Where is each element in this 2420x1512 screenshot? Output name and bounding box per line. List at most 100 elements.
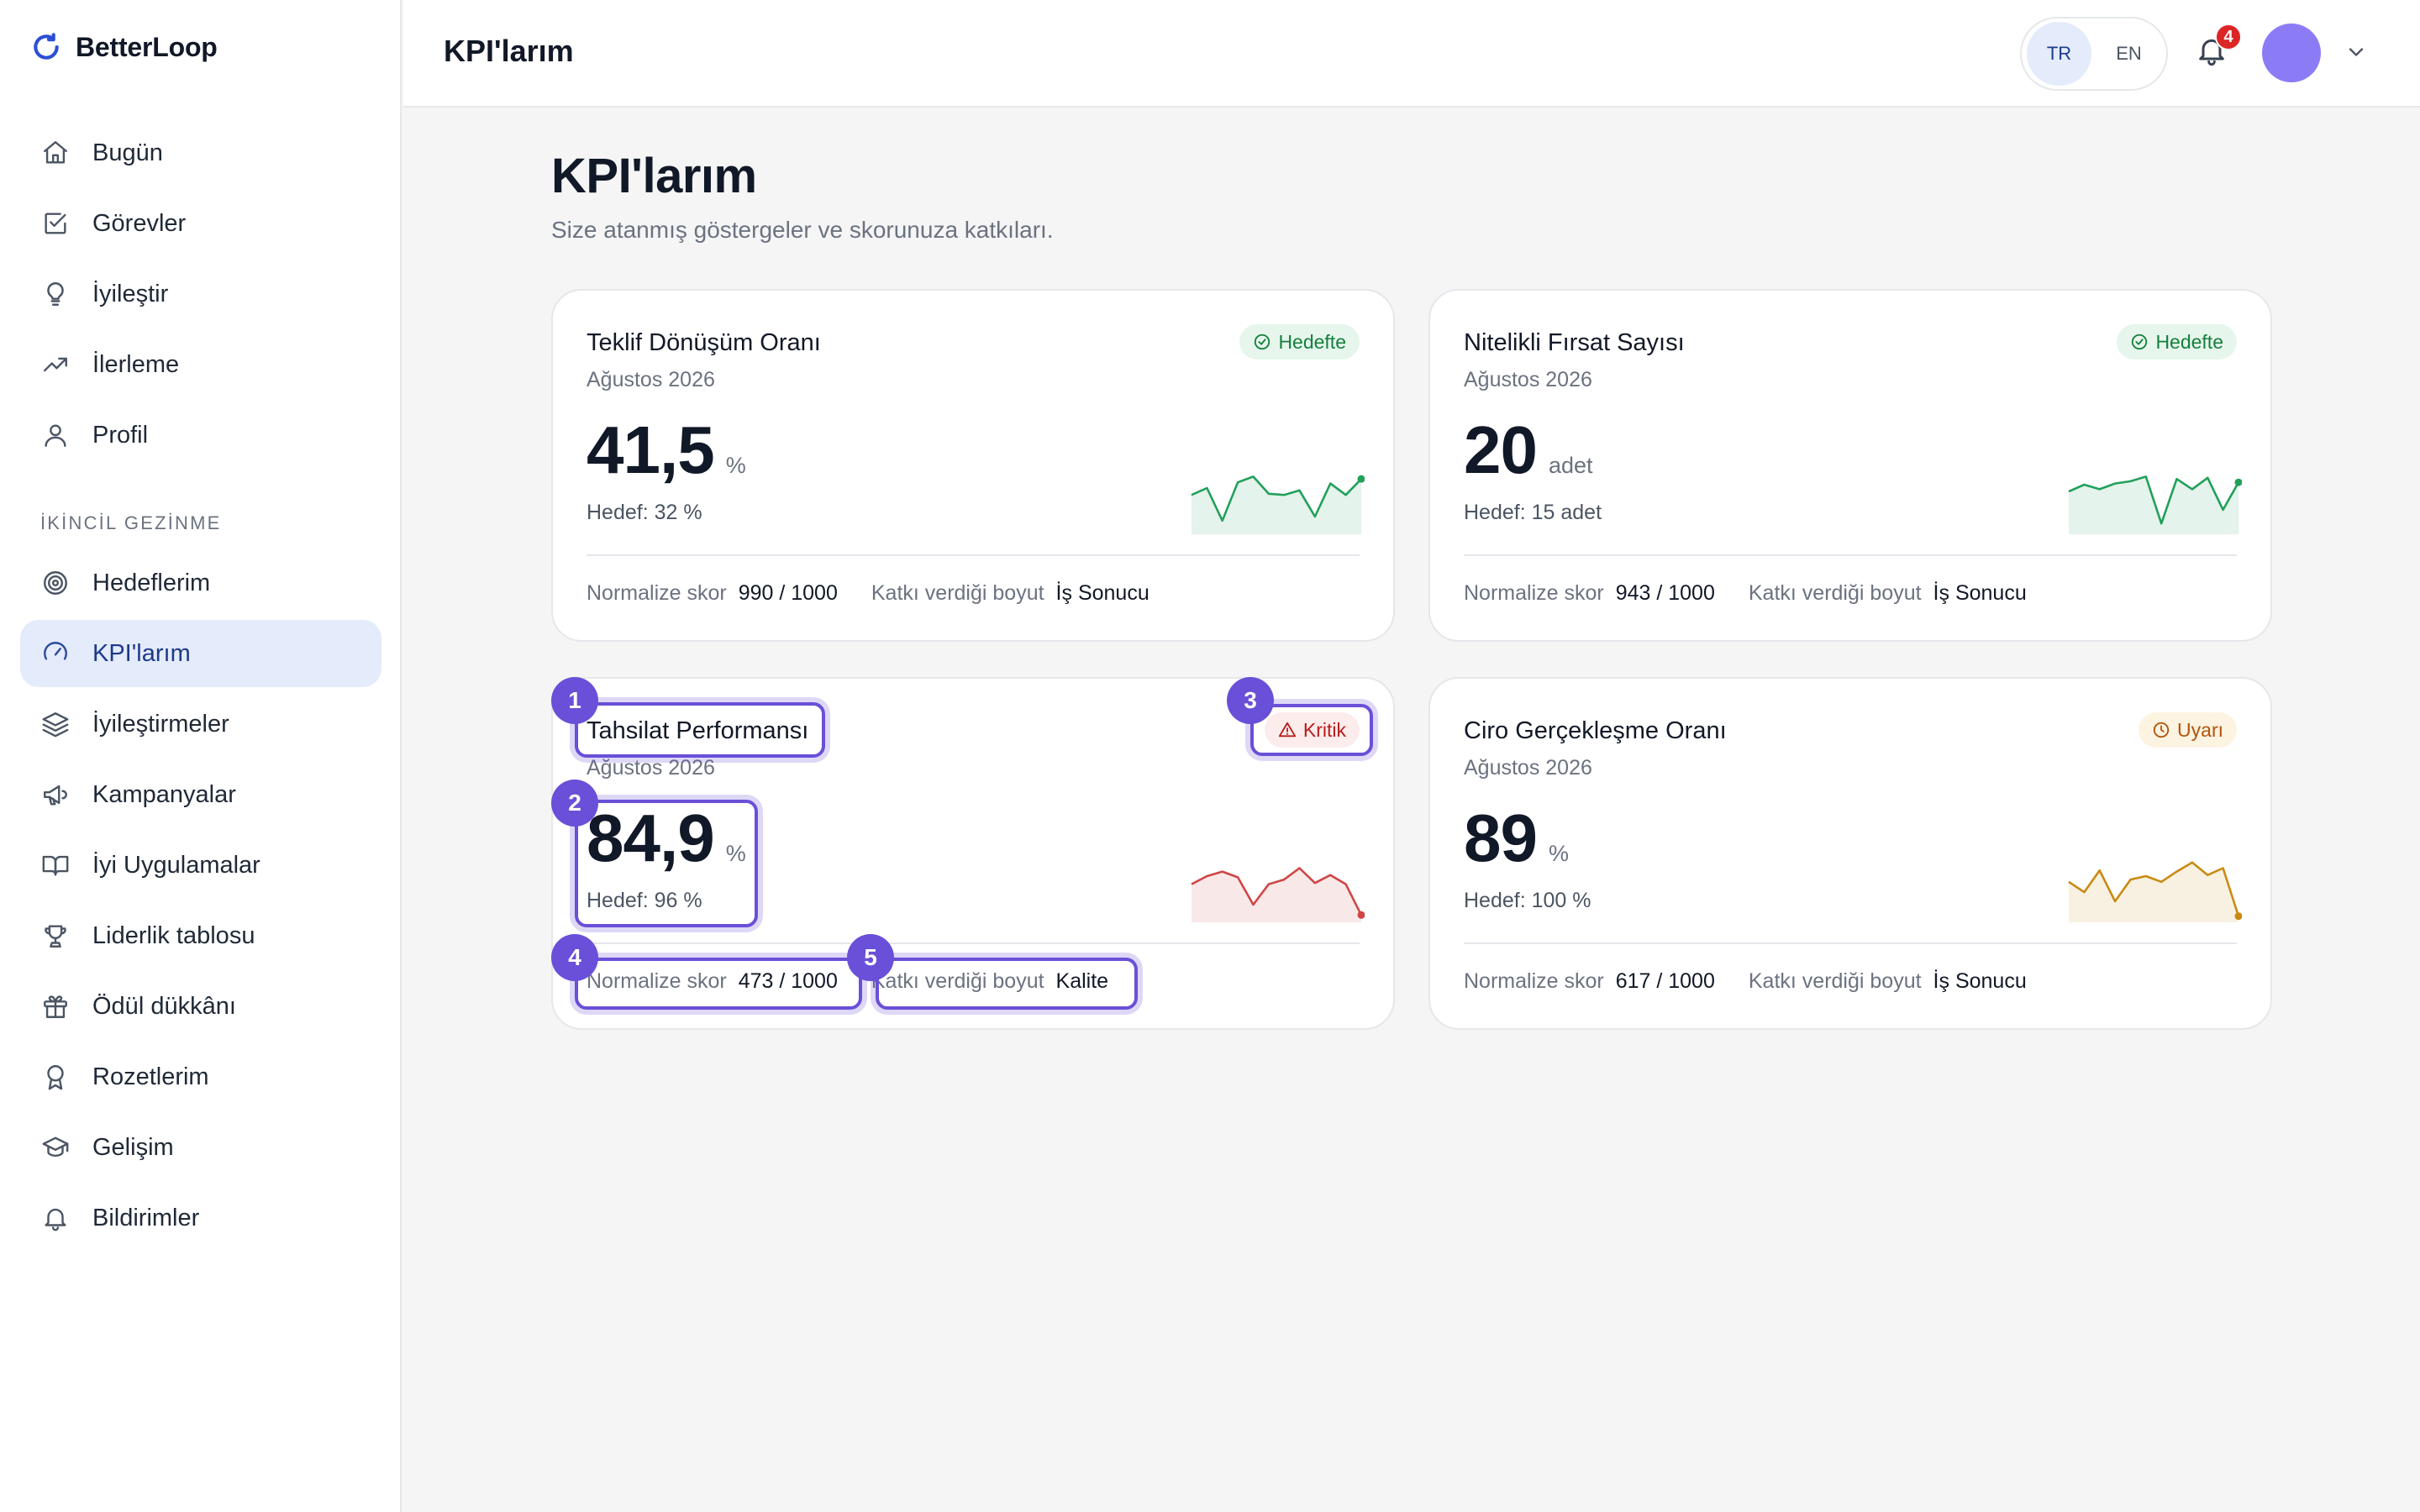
dimension-value: İş Sonucu [1933, 581, 2027, 605]
status-badge-label: Uyarı [2177, 718, 2223, 741]
normalized-score-label: Normalize skor [1464, 581, 1604, 605]
sparkline-last-point [1357, 475, 1365, 483]
kpi-value: 41,5 [587, 412, 715, 487]
status-badge-label: Kritik [1302, 718, 1346, 741]
brand-name: BetterLoop [76, 31, 218, 62]
kpi-value: 84,9 [587, 801, 715, 875]
normalized-score-value: 990 / 1000 [738, 581, 838, 605]
kpi-value-row: 89 % [1464, 805, 1569, 872]
sidebar-item-label: Rozetlerim [92, 1063, 209, 1090]
status-badge-label: Hedefte [1278, 330, 1346, 353]
sidebar-item-label: KPI'larım [92, 639, 191, 667]
sidebar-item-gorevler[interactable]: Görevler [20, 190, 381, 257]
notification-count-badge: 4 [2215, 24, 2242, 50]
sidebar-item-odul-dukkani[interactable]: Ödül dükkânı [20, 973, 381, 1040]
sparkline-line [1191, 475, 1362, 522]
user-menu-toggle[interactable] [2344, 40, 2370, 66]
sidebar-item-kampanyalar[interactable]: Kampanyalar [20, 761, 381, 828]
annotation-marker: 3 [1227, 677, 1274, 724]
sidebar-item-liderlik[interactable]: Liderlik tablosu [20, 902, 381, 969]
kpi-value-row: 41,5 % [587, 417, 746, 484]
kpi-title: Teklif Dönüşüm Oranı [587, 329, 821, 356]
annotation-marker: 5 [847, 934, 894, 981]
kpi-footer: Normalize skor 990 / 1000 Katkı verdiği … [587, 581, 1150, 606]
sidebar-item-iyilestir[interactable]: İyileştir [20, 260, 381, 328]
card-divider [1464, 554, 2237, 556]
kpi-footer: Normalize skor 617 / 1000 Katkı verdiği … [1464, 969, 2027, 994]
kpi-sparkline [2068, 861, 2242, 922]
topbar: KPI'larım TR EN 4 [403, 0, 2420, 108]
award-icon [40, 1062, 71, 1092]
dimension-value: Kalite [1055, 969, 1109, 993]
contribution-dimension: Katkı verdiği boyut İş Sonucu [1749, 581, 2027, 606]
bell-icon [40, 1203, 71, 1233]
card-divider [1464, 942, 2237, 944]
contribution-dimension: Katkı verdiği boyut İş Sonucu [1749, 969, 2027, 994]
sidebar-item-profil[interactable]: Profil [20, 402, 381, 469]
sidebar-item-bugun[interactable]: Bugün [20, 119, 381, 186]
kpi-period: Ağustos 2026 [587, 368, 715, 391]
annotation-marker: 4 [551, 934, 598, 981]
avatar[interactable] [2262, 24, 2321, 82]
sidebar-item-iyi-uygulamalar[interactable]: İyi Uygulamalar [20, 832, 381, 899]
gift-icon [40, 991, 71, 1021]
sidebar-item-ilerleme[interactable]: İlerleme [20, 331, 381, 398]
sidebar-item-gelisim[interactable]: Gelişim [20, 1114, 381, 1181]
kpi-card-teklif-donusum[interactable]: Teklif Dönüşüm Oranı Ağustos 2026 Hedeft… [551, 289, 1395, 642]
kpi-footer: Normalize skor 473 / 1000 Katkı verdiği … [587, 969, 1108, 994]
kpi-value-row: 20 adet [1464, 417, 1593, 484]
notifications-button[interactable] [2195, 34, 2235, 74]
trend-up-icon [40, 349, 71, 380]
sidebar-item-iyilestirmeler[interactable]: İyileştirmeler [20, 690, 381, 758]
dimension-label: Katkı verdiği boyut [871, 969, 1044, 993]
normalized-score: Normalize skor 943 / 1000 [1464, 581, 1715, 606]
normalized-score-value: 617 / 1000 [1615, 969, 1715, 993]
alert-triangle-icon [1278, 722, 1296, 738]
kpi-period: Ağustos 2026 [1464, 756, 1592, 780]
kpi-period: Ağustos 2026 [1464, 368, 1592, 391]
annotation-marker: 2 [551, 780, 598, 827]
normalized-score-label: Normalize skor [1464, 969, 1604, 993]
kpi-sparkline [2068, 475, 2242, 534]
sparkline-line [1191, 867, 1363, 916]
bell-icon [2199, 39, 2224, 66]
sidebar-item-rozetlerim[interactable]: Rozetlerim [20, 1043, 381, 1110]
normalized-score: Normalize skor 990 / 1000 [587, 581, 838, 606]
sidebar-item-label: Liderlik tablosu [92, 921, 255, 949]
kpi-card-nitelikli-firsat[interactable]: Nitelikli Fırsat Sayısı Ağustos 2026 Hed… [1428, 289, 2272, 642]
lang-tr-button[interactable]: TR [2027, 22, 2091, 86]
normalized-score-value: 943 / 1000 [1615, 581, 1715, 605]
sidebar-item-hedeflerim[interactable]: Hedeflerim [20, 549, 381, 617]
sidebar-item-bildirimler[interactable]: Bildirimler [20, 1184, 381, 1252]
dimension-label: Katkı verdiği boyut [871, 581, 1044, 605]
normalized-score: Normalize skor 473 / 1000 [587, 969, 838, 994]
sidebar-item-label: İlerleme [92, 350, 180, 378]
sidebar-item-label: Görevler [92, 209, 187, 237]
kpi-card-ciro-gerceklesme[interactable]: Ciro Gerçekleşme Oranı Ağustos 2026 Uyar… [1428, 677, 2272, 1030]
checkbox-icon [40, 208, 71, 239]
sidebar-item-label: İyi Uygulamalar [92, 851, 260, 879]
kpi-target: Hedef: 96 % [587, 889, 702, 912]
status-badge: Kritik [1264, 712, 1360, 748]
kpi-footer: Normalize skor 943 / 1000 Katkı verdiği … [1464, 581, 2027, 606]
refresh-logo-icon [34, 33, 59, 60]
contribution-dimension: Katkı verdiği boyut Kalite [871, 969, 1108, 994]
sparkline-area [2069, 476, 2238, 534]
kpi-period: Ağustos 2026 [587, 756, 715, 780]
status-badge: Hedefte [1239, 324, 1360, 360]
kpi-title: Nitelikli Fırsat Sayısı [1464, 329, 1685, 356]
kpi-unit: % [725, 841, 746, 866]
language-toggle: TR EN [2020, 17, 2168, 91]
sidebar-item-label: Bugün [92, 139, 163, 166]
sidebar-item-kpilarim[interactable]: KPI'larım [20, 620, 381, 687]
kpi-card-tahsilat-performansi[interactable]: Tahsilat Performansı Ağustos 2026 Kritik… [551, 677, 1395, 1030]
brand[interactable]: BetterLoop [30, 30, 218, 64]
book-icon [40, 850, 71, 880]
kpi-sparkline [1191, 867, 1365, 922]
normalized-score-label: Normalize skor [587, 969, 727, 993]
kpi-value: 20 [1464, 412, 1538, 487]
clock-icon [2153, 722, 2170, 738]
kpi-target: Hedef: 32 % [587, 501, 702, 524]
card-divider [587, 942, 1360, 944]
lang-en-button[interactable]: EN [2116, 43, 2142, 64]
